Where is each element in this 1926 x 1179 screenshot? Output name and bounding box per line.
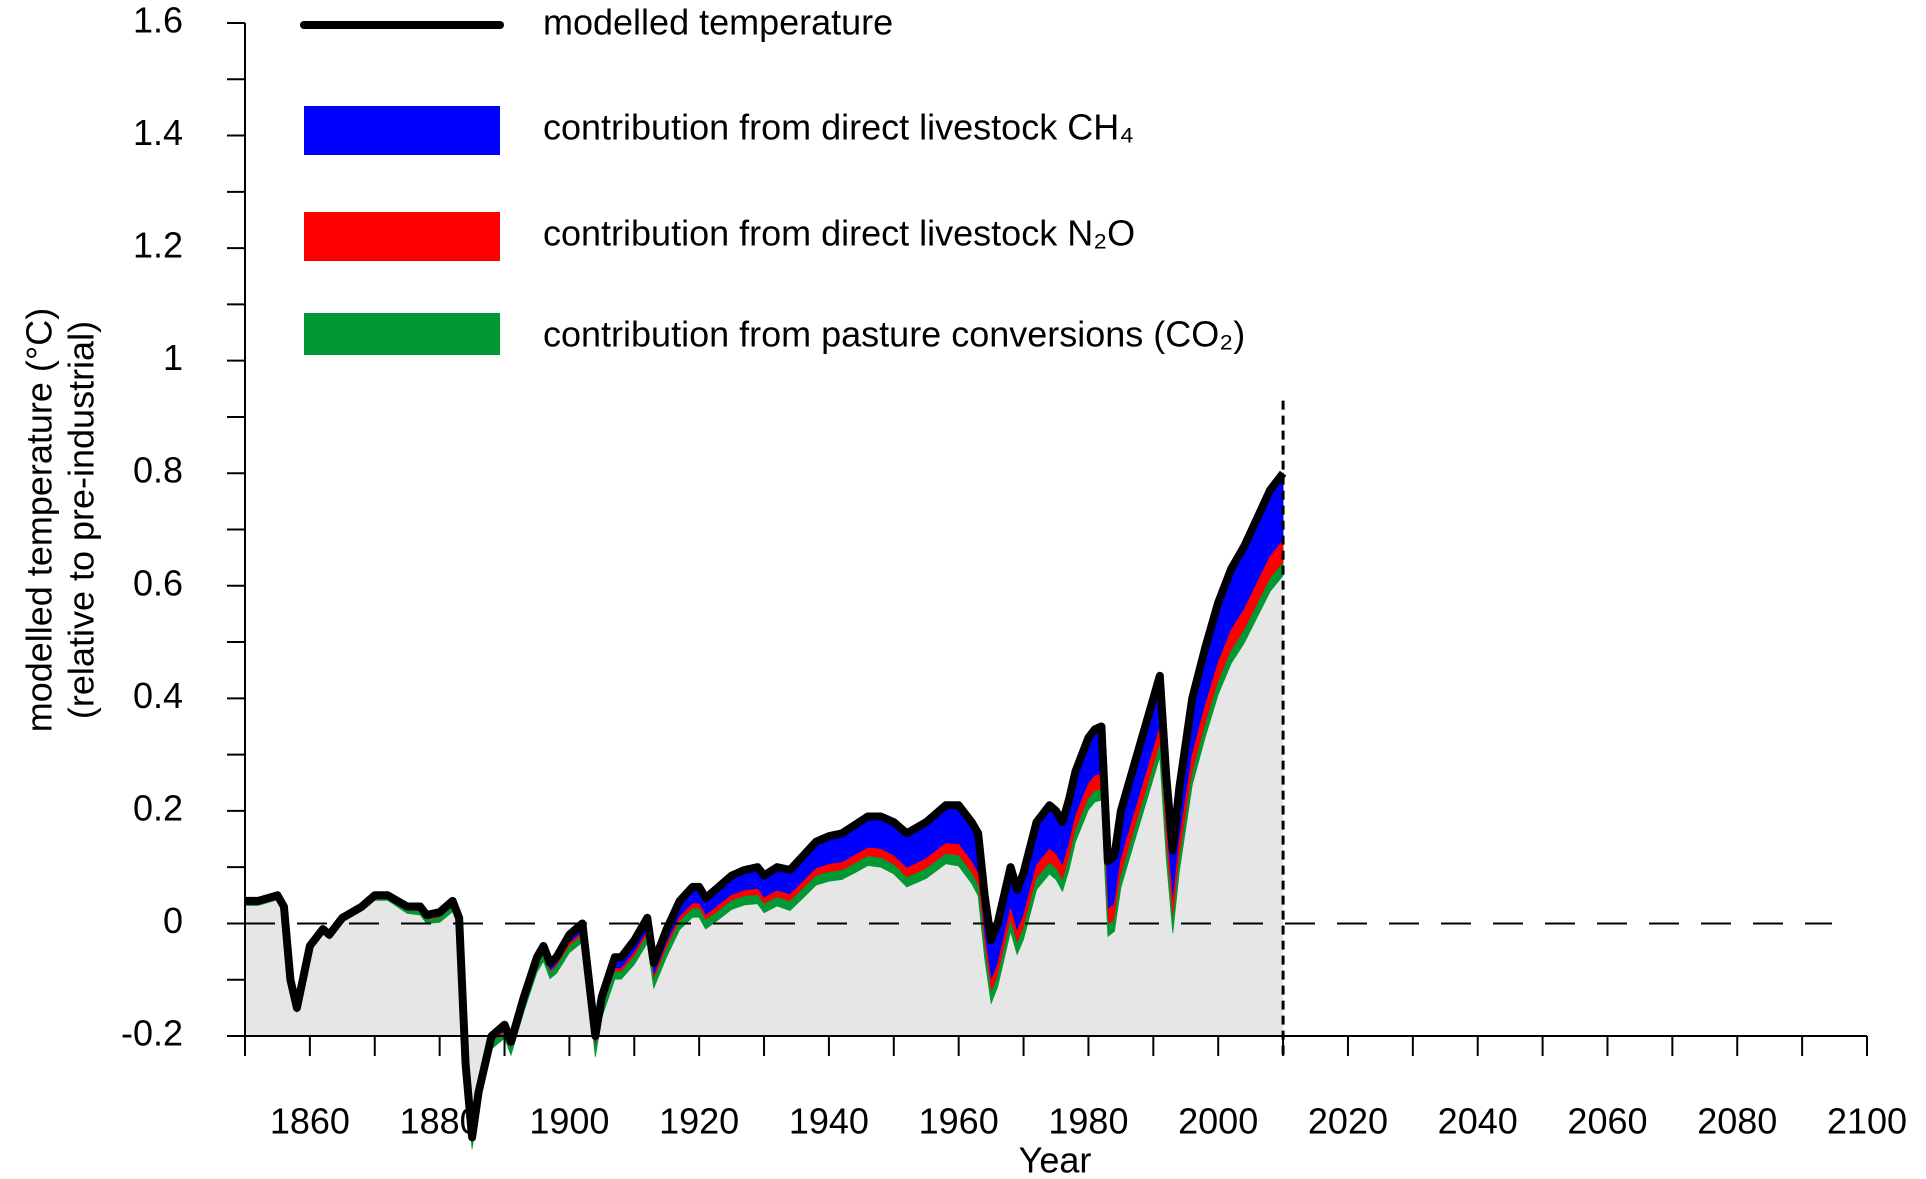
y-tick-label: -0.2 xyxy=(121,1013,183,1054)
x-tick-label: 2060 xyxy=(1567,1101,1647,1142)
y-axis-title-line: modelled temperature (°C) xyxy=(19,308,60,733)
x-tick-label: 1960 xyxy=(919,1101,999,1142)
y-tick-label: 0 xyxy=(163,900,183,941)
x-tick-label: 1940 xyxy=(789,1101,869,1142)
x-tick-label: 1880 xyxy=(400,1101,480,1142)
y-tick-label: 1.4 xyxy=(133,112,183,153)
y-tick-label: 1.6 xyxy=(133,0,183,41)
x-tick-label: 1980 xyxy=(1048,1101,1128,1142)
x-axis-title: Year xyxy=(1019,1140,1092,1179)
legend-swatch xyxy=(304,106,500,155)
x-tick-label: 1860 xyxy=(270,1101,350,1142)
x-tick-label: 1920 xyxy=(659,1101,739,1142)
legend-label: contribution from direct livestock N₂O xyxy=(543,213,1135,254)
y-tick-label: 0.2 xyxy=(133,787,183,828)
x-tick-label: 1900 xyxy=(529,1101,609,1142)
legend-label: modelled temperature xyxy=(543,2,893,43)
y-tick-label: 1.2 xyxy=(133,225,183,266)
y-tick-label: 0.4 xyxy=(133,675,183,716)
legend-swatch xyxy=(304,212,500,261)
x-tick-label: 2040 xyxy=(1438,1101,1518,1142)
legend-label: contribution from direct livestock CH₄ xyxy=(543,107,1134,148)
contribution-band xyxy=(244,562,1284,1150)
x-tick-label: 2080 xyxy=(1697,1101,1777,1142)
y-axis-title-line: (relative to pre-industrial) xyxy=(61,321,102,719)
y-tick-label: 1 xyxy=(163,337,183,378)
x-tick-label: 2100 xyxy=(1827,1101,1907,1142)
legend-label: contribution from pasture conversions (C… xyxy=(543,314,1245,355)
y-axis-title: modelled temperature (°C) (relative to p… xyxy=(19,308,102,733)
x-tick-label: 2000 xyxy=(1178,1101,1258,1142)
temperature-line xyxy=(245,470,1287,1142)
legend-swatch xyxy=(304,313,500,355)
x-tick-label: 2020 xyxy=(1308,1101,1388,1142)
y-tick-label: 0.8 xyxy=(133,450,183,491)
y-tick-label: 0.6 xyxy=(133,562,183,603)
residual-area xyxy=(245,575,1284,1150)
